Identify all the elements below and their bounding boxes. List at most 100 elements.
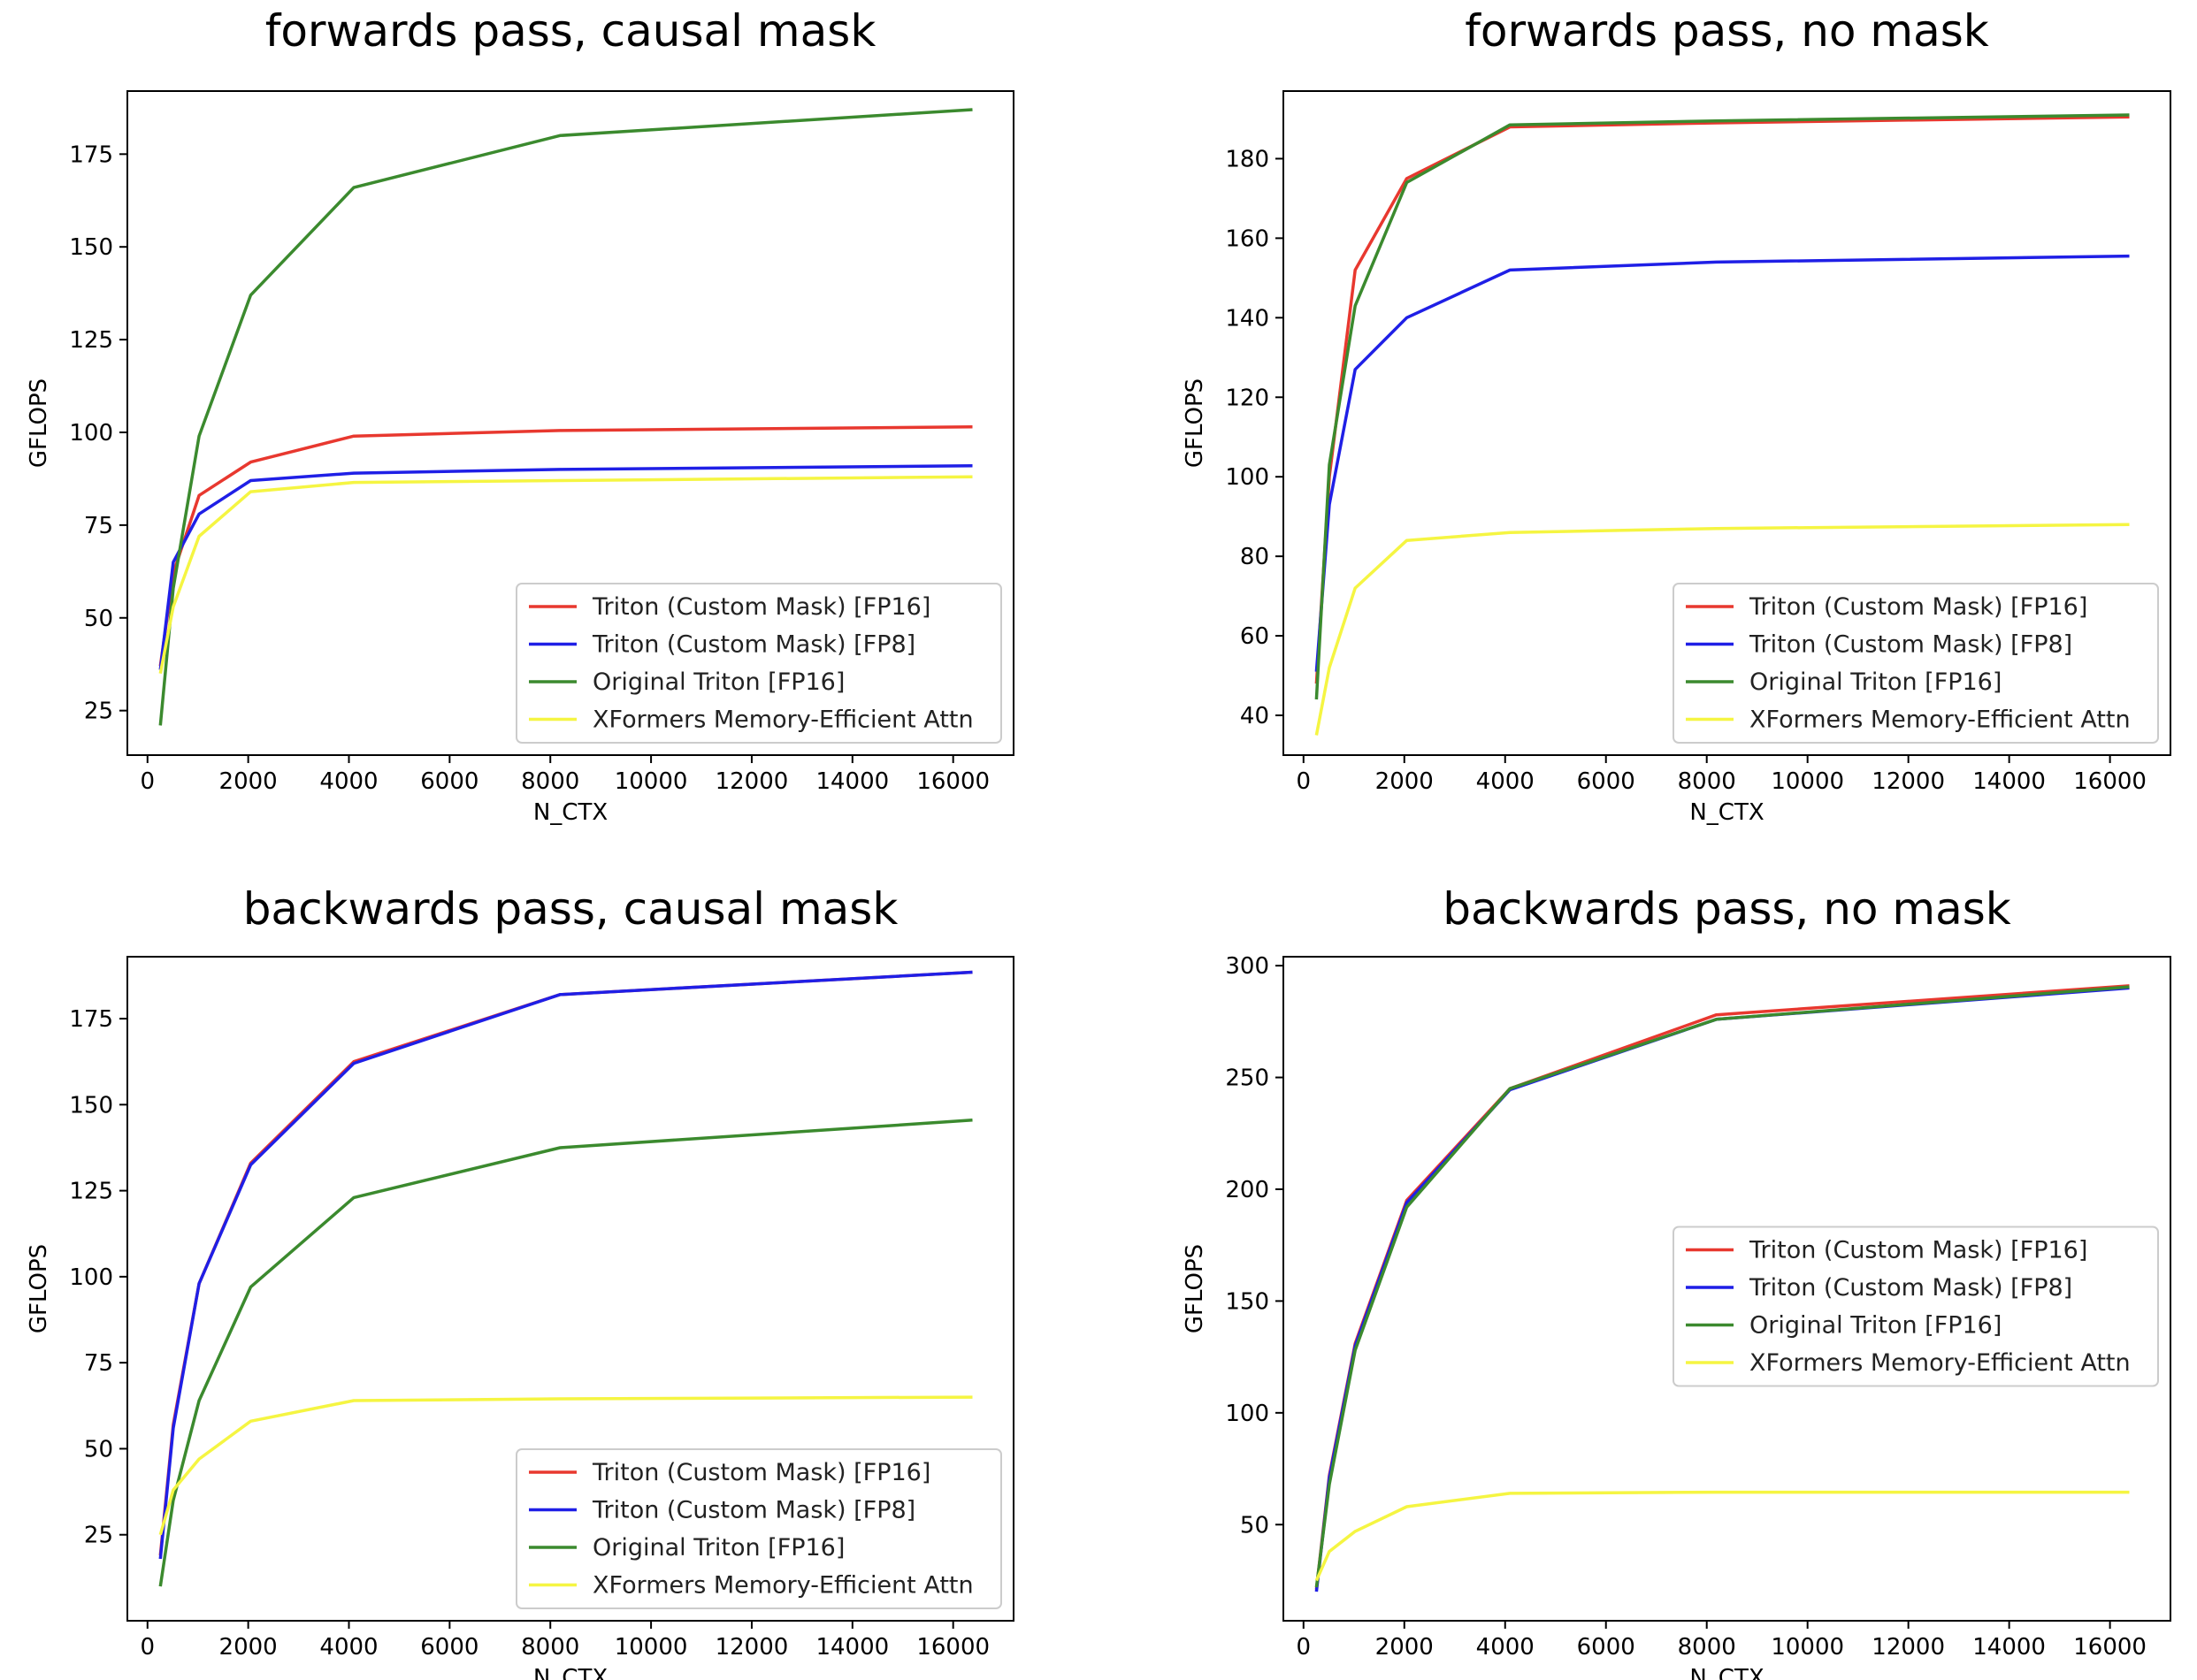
x-tick-label: 6000 xyxy=(1577,1634,1635,1661)
x-tick-label: 6000 xyxy=(420,1634,478,1661)
legend-label: XFormers Memory-Efficient Attn xyxy=(593,1572,974,1600)
legend-label: Original Triton [FP16] xyxy=(593,1534,845,1562)
y-tick-label: 40 xyxy=(1240,703,1269,729)
series-line-2 xyxy=(158,108,973,726)
x-tick-label: 0 xyxy=(1297,1634,1312,1661)
y-tick-label: 100 xyxy=(69,420,113,447)
series-line-1 xyxy=(1314,254,2130,672)
x-tick-label: 0 xyxy=(140,768,155,795)
x-tick-label: 0 xyxy=(1297,768,1312,795)
legend-box xyxy=(516,1448,1002,1609)
chart-title: forwards pass, causal mask xyxy=(265,5,877,57)
chart-panel-3: backwards pass, no mask 0 2000 4000 6000 8000… xyxy=(1182,883,2171,1680)
legend-label: Triton (Custom Mask) [FP8] xyxy=(592,631,915,659)
series-line-3 xyxy=(1314,1490,2130,1582)
x-tick-label: 6000 xyxy=(1577,768,1635,795)
y-tick-label: 150 xyxy=(69,1092,113,1119)
x-tick-label: 8000 xyxy=(1678,1634,1736,1661)
legend-label: Triton (Custom Mask) [FP8] xyxy=(1749,631,2072,659)
y-axis-label: GFLOPS xyxy=(1182,1244,1208,1333)
chart-panel-1: forwards pass, no mask 0 2000 4000 6000 8000 1… xyxy=(1182,5,2171,826)
chart-title: forwards pass, no mask xyxy=(1465,5,1988,57)
x-tick-label: 10000 xyxy=(1771,768,1844,795)
legend-label: Triton (Custom Mask) [FP16] xyxy=(592,593,930,621)
x-tick-label: 14000 xyxy=(1972,768,2046,795)
legend-box xyxy=(1673,583,2159,744)
legend: Triton (Custom Mask) [FP16] Triton (Custo… xyxy=(516,1448,1002,1609)
legend: Triton (Custom Mask) [FP16] Triton (Custo… xyxy=(1673,583,2159,744)
legend-label: XFormers Memory-Efficient Attn xyxy=(1749,706,2131,734)
legend-box xyxy=(1673,1226,2159,1387)
x-tick-label: 10000 xyxy=(1771,1634,1844,1661)
x-tick-label: 10000 xyxy=(615,768,688,795)
x-tick-label: 14000 xyxy=(815,1634,889,1661)
y-tick-label: 25 xyxy=(84,1523,113,1549)
legend-label: Original Triton [FP16] xyxy=(593,668,845,696)
x-tick-label: 12000 xyxy=(716,768,789,795)
y-tick-label: 25 xyxy=(84,699,113,725)
x-tick-label: 8000 xyxy=(521,768,579,795)
x-tick-label: 12000 xyxy=(1872,768,1945,795)
legend-label: Triton (Custom Mask) [FP16] xyxy=(1749,593,2087,621)
y-axis-label: GFLOPS xyxy=(26,378,52,468)
series-line-1 xyxy=(158,970,973,1560)
chart-panel-2: backwards pass, causal mask 0 2000 4000 6000… xyxy=(26,883,1014,1680)
x-axis-label: N_CTX xyxy=(533,799,608,826)
chart-panel-0: forwards pass, causal mask 0 2000 4000 6000 8… xyxy=(26,5,1014,826)
x-tick-label: 12000 xyxy=(716,1634,789,1661)
x-tick-label: 8000 xyxy=(521,1634,579,1661)
legend-box xyxy=(516,583,1002,744)
legend-label: Original Triton [FP16] xyxy=(1749,668,2002,696)
legend: Triton (Custom Mask) [FP16] Triton (Custo… xyxy=(1673,1226,2159,1387)
y-tick-label: 100 xyxy=(69,1264,113,1291)
x-tick-label: 14000 xyxy=(815,768,889,795)
x-tick-label: 14000 xyxy=(1972,1634,2046,1661)
y-tick-label: 150 xyxy=(1225,1288,1269,1315)
y-axis-label: GFLOPS xyxy=(1182,378,1208,468)
y-tick-label: 75 xyxy=(84,513,113,539)
y-tick-label: 200 xyxy=(1225,1177,1269,1203)
x-axis-label: N_CTX xyxy=(1689,1665,1764,1680)
x-tick-label: 12000 xyxy=(1872,1634,1945,1661)
y-tick-label: 75 xyxy=(84,1350,113,1377)
x-axis-label: N_CTX xyxy=(533,1665,608,1680)
y-tick-label: 50 xyxy=(1240,1512,1269,1539)
series-line-2 xyxy=(1314,113,2130,700)
legend-label: Triton (Custom Mask) [FP16] xyxy=(1749,1237,2087,1264)
x-tick-label: 16000 xyxy=(2073,768,2147,795)
x-tick-label: 16000 xyxy=(916,768,990,795)
legend: Triton (Custom Mask) [FP16] Triton (Custo… xyxy=(516,583,1002,744)
series-line-3 xyxy=(1314,523,2130,736)
y-tick-label: 50 xyxy=(84,606,113,632)
legend-label: XFormers Memory-Efficient Attn xyxy=(1749,1349,2131,1377)
x-tick-label: 2000 xyxy=(1375,1634,1434,1661)
plot-frame xyxy=(1282,90,2171,756)
y-tick-label: 300 xyxy=(1225,953,1269,980)
y-tick-label: 160 xyxy=(1225,225,1269,252)
y-tick-label: 125 xyxy=(69,1179,113,1205)
legend-label: Triton (Custom Mask) [FP8] xyxy=(1749,1274,2072,1302)
x-tick-label: 2000 xyxy=(1375,768,1434,795)
plot-frame xyxy=(126,956,1014,1622)
x-tick-label: 2000 xyxy=(219,1634,278,1661)
y-tick-label: 175 xyxy=(69,141,113,168)
series-line-3 xyxy=(158,1395,973,1536)
x-tick-label: 0 xyxy=(140,1634,155,1661)
x-tick-label: 4000 xyxy=(319,1634,378,1661)
plot-frame xyxy=(126,90,1014,756)
x-tick-label: 8000 xyxy=(1678,768,1736,795)
y-tick-label: 175 xyxy=(69,1006,113,1033)
y-axis-label: GFLOPS xyxy=(26,1244,52,1333)
x-tick-label: 4000 xyxy=(319,768,378,795)
y-tick-label: 125 xyxy=(69,327,113,354)
x-tick-label: 10000 xyxy=(615,1634,688,1661)
legend-label: Original Triton [FP16] xyxy=(1749,1312,2002,1340)
y-tick-label: 100 xyxy=(1225,1401,1269,1427)
y-tick-label: 120 xyxy=(1225,385,1269,411)
series-line-3 xyxy=(158,475,973,675)
x-tick-label: 16000 xyxy=(2073,1634,2147,1661)
plot-frame xyxy=(1282,956,2171,1622)
series-line-2 xyxy=(1314,985,2130,1588)
x-tick-label: 16000 xyxy=(916,1634,990,1661)
